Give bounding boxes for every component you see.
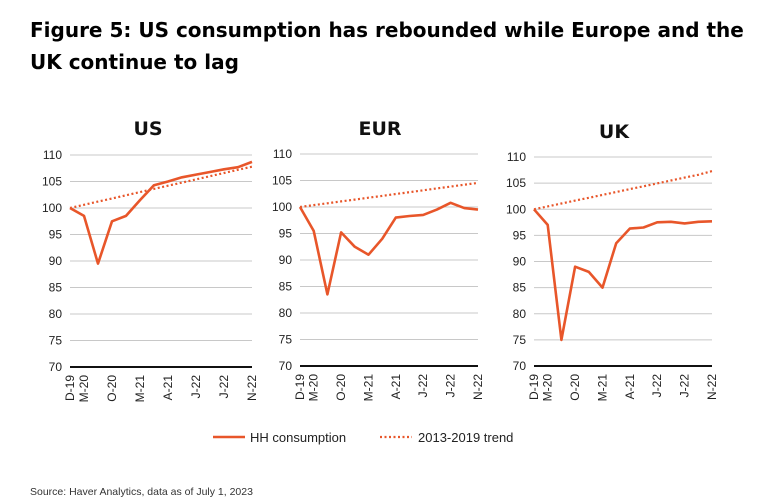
x-tick-label: N-22 — [245, 375, 259, 401]
chart-panel-eur: EUR 70 75 80 85 90 95 100 105 110 D-19 M-20 O-20 M-21… — [272, 118, 485, 401]
y-tick-label: 90 — [513, 255, 527, 269]
y-tick-label: 105 — [42, 175, 62, 189]
legend-label-consumption: HH consumption — [250, 430, 346, 445]
source-note: Source: Haver Analytics, data as of July… — [30, 486, 253, 498]
y-tick-label: 110 — [507, 150, 526, 164]
x-tick-label: O-20 — [334, 374, 348, 401]
x-tick-label: M-21 — [133, 375, 147, 403]
x-tick-label: D-19 — [63, 375, 77, 401]
x-tick-label: J-22 — [416, 374, 430, 398]
x-tick-label: M-20 — [77, 375, 91, 403]
panel-title: EUR — [358, 118, 401, 140]
y-tick-label: 80 — [513, 307, 527, 321]
y-tick-label: 80 — [279, 306, 293, 320]
legend: HH consumption 2013-2019 trend — [213, 430, 513, 445]
y-tick-label: 70 — [49, 360, 63, 374]
y-tick-label: 100 — [506, 202, 526, 216]
trend-line — [533, 170, 713, 211]
y-tick-label: 100 — [272, 200, 292, 214]
x-tick-label: M-20 — [541, 374, 555, 402]
x-tick-label: A-21 — [623, 374, 637, 400]
x-tick-label: J-22 — [189, 375, 203, 399]
chart-panel-us: US 70 75 80 85 90 95 100 105 110 D-19 M-20 O-20 M-21 A… — [42, 118, 259, 402]
y-tick-label: 110 — [273, 147, 292, 161]
y-tick-label: 70 — [513, 359, 527, 373]
x-tick-label: M-21 — [361, 374, 375, 402]
y-tick-label: 95 — [49, 228, 63, 242]
y-tick-label: 90 — [279, 253, 293, 267]
x-tick-label: M-20 — [307, 374, 321, 402]
consumption-line — [298, 201, 479, 296]
consumption-line — [533, 208, 713, 342]
y-tick-label: 75 — [279, 333, 293, 347]
x-tick-label: J-22 — [650, 374, 664, 398]
legend-label-trend: 2013-2019 trend — [418, 430, 513, 445]
y-tick-label: 105 — [272, 174, 292, 188]
x-tick-label: J-22 — [678, 374, 692, 398]
x-tick-label: O-20 — [568, 374, 582, 401]
y-tick-label: 70 — [279, 359, 293, 373]
panel-title: US — [133, 118, 162, 140]
y-tick-label: 85 — [49, 281, 63, 295]
panel-title: UK — [599, 121, 630, 143]
y-tick-label: 95 — [513, 228, 527, 242]
y-tick-label: 95 — [279, 227, 293, 241]
x-tick-label: J-22 — [217, 375, 231, 399]
y-tick-label: 80 — [49, 307, 63, 321]
x-tick-label: M-21 — [595, 374, 609, 402]
x-tick-label: A-21 — [161, 375, 175, 401]
y-tick-label: 75 — [49, 334, 63, 348]
trend-line — [69, 165, 253, 210]
x-tick-label: D-19 — [293, 374, 307, 400]
x-tick-label: N-22 — [471, 374, 485, 400]
consumption-line — [69, 160, 253, 265]
x-tick-label: N-22 — [705, 374, 719, 400]
x-tick-label: J-22 — [444, 374, 458, 398]
y-tick-label: 110 — [43, 148, 62, 162]
y-tick-label: 100 — [42, 201, 62, 215]
y-tick-label: 75 — [513, 333, 527, 347]
y-tick-label: 85 — [279, 280, 293, 294]
y-tick-label: 90 — [49, 254, 63, 268]
x-tick-label: O-20 — [105, 375, 119, 402]
trend-line — [299, 181, 479, 209]
x-tick-label: D-19 — [527, 374, 541, 400]
chart-panel-uk: UK 70 75 80 85 90 95 100 105 110 D-19 M-20 O-20 M-21 A… — [506, 121, 719, 401]
x-tick-label: A-21 — [389, 374, 403, 400]
figure-title: Figure 5: US consumption has rebounded w… — [30, 18, 744, 74]
y-tick-label: 85 — [513, 281, 527, 295]
y-tick-label: 105 — [506, 176, 526, 190]
